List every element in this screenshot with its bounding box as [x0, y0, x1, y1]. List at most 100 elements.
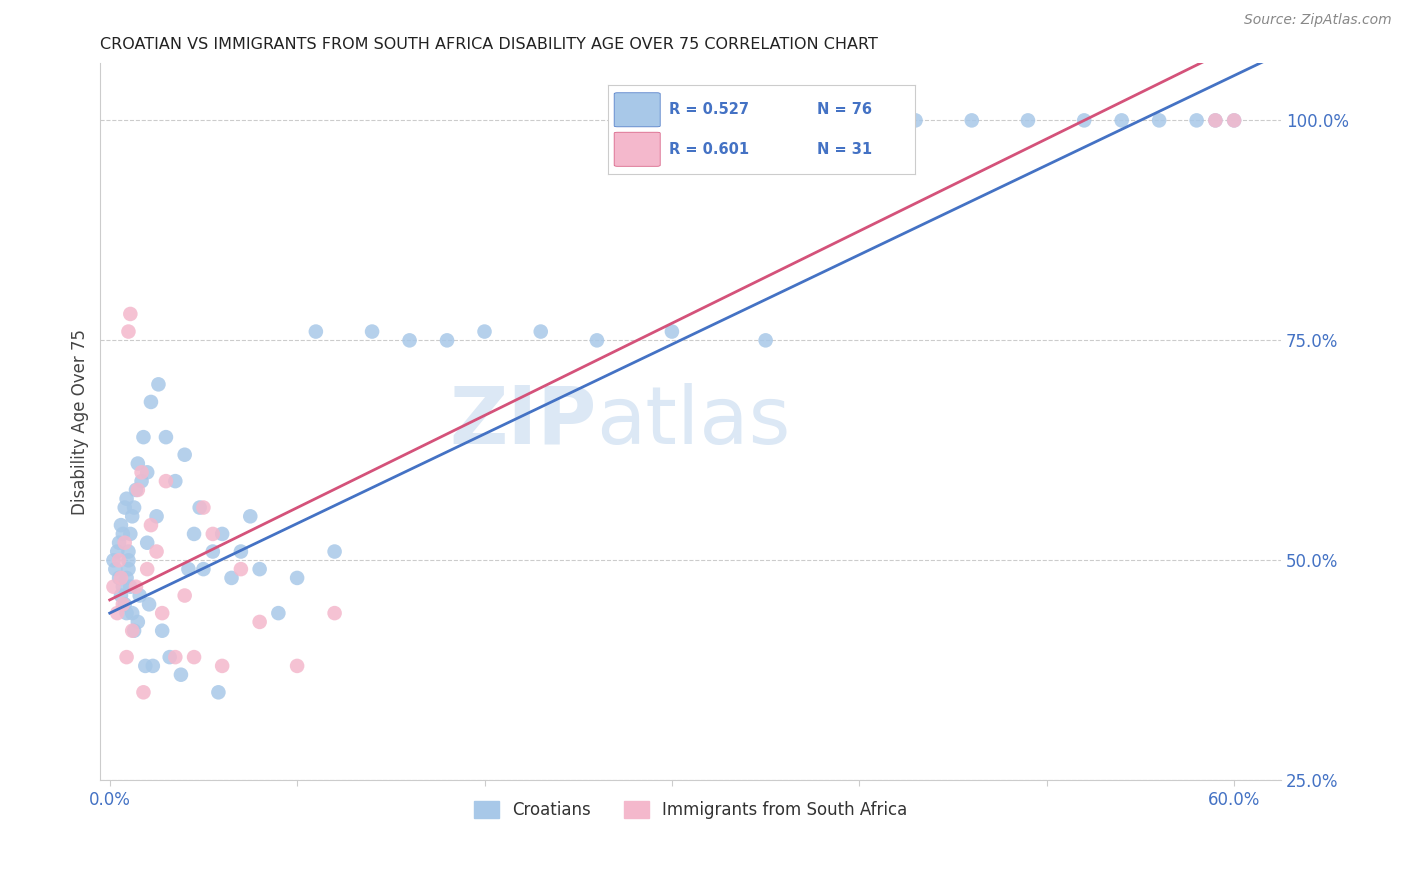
Point	[173, 448, 195, 462]
Point	[139, 395, 162, 409]
Point	[159, 650, 181, 665]
Point	[121, 624, 143, 638]
Point	[145, 544, 167, 558]
Point	[1204, 113, 1226, 128]
Point	[127, 615, 149, 629]
Point	[103, 580, 125, 594]
Point	[904, 113, 927, 128]
Point	[110, 589, 132, 603]
Point	[323, 544, 346, 558]
Point	[249, 615, 271, 629]
Point	[115, 650, 138, 665]
Point	[114, 535, 136, 549]
Text: atlas: atlas	[596, 383, 790, 461]
Point	[155, 430, 177, 444]
Point	[150, 606, 173, 620]
Point	[211, 659, 233, 673]
Point	[132, 685, 155, 699]
Point	[103, 553, 125, 567]
Point	[117, 562, 139, 576]
Point	[104, 562, 127, 576]
Point	[1223, 113, 1246, 128]
Point	[155, 474, 177, 488]
Point	[136, 562, 159, 576]
Point	[267, 606, 290, 620]
Point	[221, 571, 243, 585]
Point	[188, 500, 211, 515]
Point	[150, 624, 173, 638]
Point	[105, 544, 128, 558]
Text: ZIP: ZIP	[449, 383, 596, 461]
Point	[125, 483, 148, 497]
Point	[398, 334, 420, 348]
Point	[1185, 113, 1208, 128]
Point	[474, 325, 496, 339]
Text: CROATIAN VS IMMIGRANTS FROM SOUTH AFRICA DISABILITY AGE OVER 75 CORRELATION CHAR: CROATIAN VS IMMIGRANTS FROM SOUTH AFRICA…	[100, 37, 879, 53]
Point	[239, 509, 262, 524]
Point	[136, 535, 159, 549]
Point	[105, 606, 128, 620]
Point	[145, 509, 167, 524]
Point	[1147, 113, 1170, 128]
Point	[148, 377, 170, 392]
Point	[127, 483, 149, 497]
Point	[661, 325, 683, 339]
Text: Source: ZipAtlas.com: Source: ZipAtlas.com	[1244, 13, 1392, 28]
Point	[121, 606, 143, 620]
Point	[170, 667, 193, 681]
Point	[122, 624, 145, 638]
Point	[114, 597, 136, 611]
Point	[193, 562, 215, 576]
Point	[117, 544, 139, 558]
Point	[173, 589, 195, 603]
Point	[361, 325, 384, 339]
Point	[305, 325, 328, 339]
Point	[165, 650, 187, 665]
Point	[120, 527, 142, 541]
Point	[586, 334, 609, 348]
Point	[530, 325, 553, 339]
Point	[138, 597, 160, 611]
Point	[131, 466, 153, 480]
Point	[229, 544, 252, 558]
Point	[1204, 113, 1226, 128]
Point	[108, 571, 131, 585]
Point	[183, 650, 205, 665]
Point	[108, 553, 131, 567]
Point	[436, 334, 458, 348]
Point	[285, 659, 308, 673]
Point	[115, 571, 138, 585]
Point	[211, 527, 233, 541]
Point	[115, 606, 138, 620]
Point	[1017, 113, 1039, 128]
Point	[201, 527, 224, 541]
Point	[110, 571, 132, 585]
Point	[193, 500, 215, 515]
Point	[249, 562, 271, 576]
Point	[323, 606, 346, 620]
Point	[117, 325, 139, 339]
Point	[132, 430, 155, 444]
Point	[960, 113, 983, 128]
Point	[142, 659, 165, 673]
Point	[1073, 113, 1095, 128]
Point	[117, 553, 139, 567]
Point	[207, 685, 229, 699]
Point	[165, 474, 187, 488]
Point	[136, 466, 159, 480]
Point	[121, 509, 143, 524]
Point	[177, 562, 200, 576]
Y-axis label: Disability Age Over 75: Disability Age Over 75	[72, 329, 89, 515]
Point	[229, 562, 252, 576]
Point	[110, 518, 132, 533]
Point	[848, 113, 870, 128]
Point	[111, 580, 134, 594]
Point	[1111, 113, 1133, 128]
Point	[122, 500, 145, 515]
Point	[115, 491, 138, 506]
Point	[127, 457, 149, 471]
Point	[120, 580, 142, 594]
Point	[120, 307, 142, 321]
Point	[111, 527, 134, 541]
Point	[131, 474, 153, 488]
